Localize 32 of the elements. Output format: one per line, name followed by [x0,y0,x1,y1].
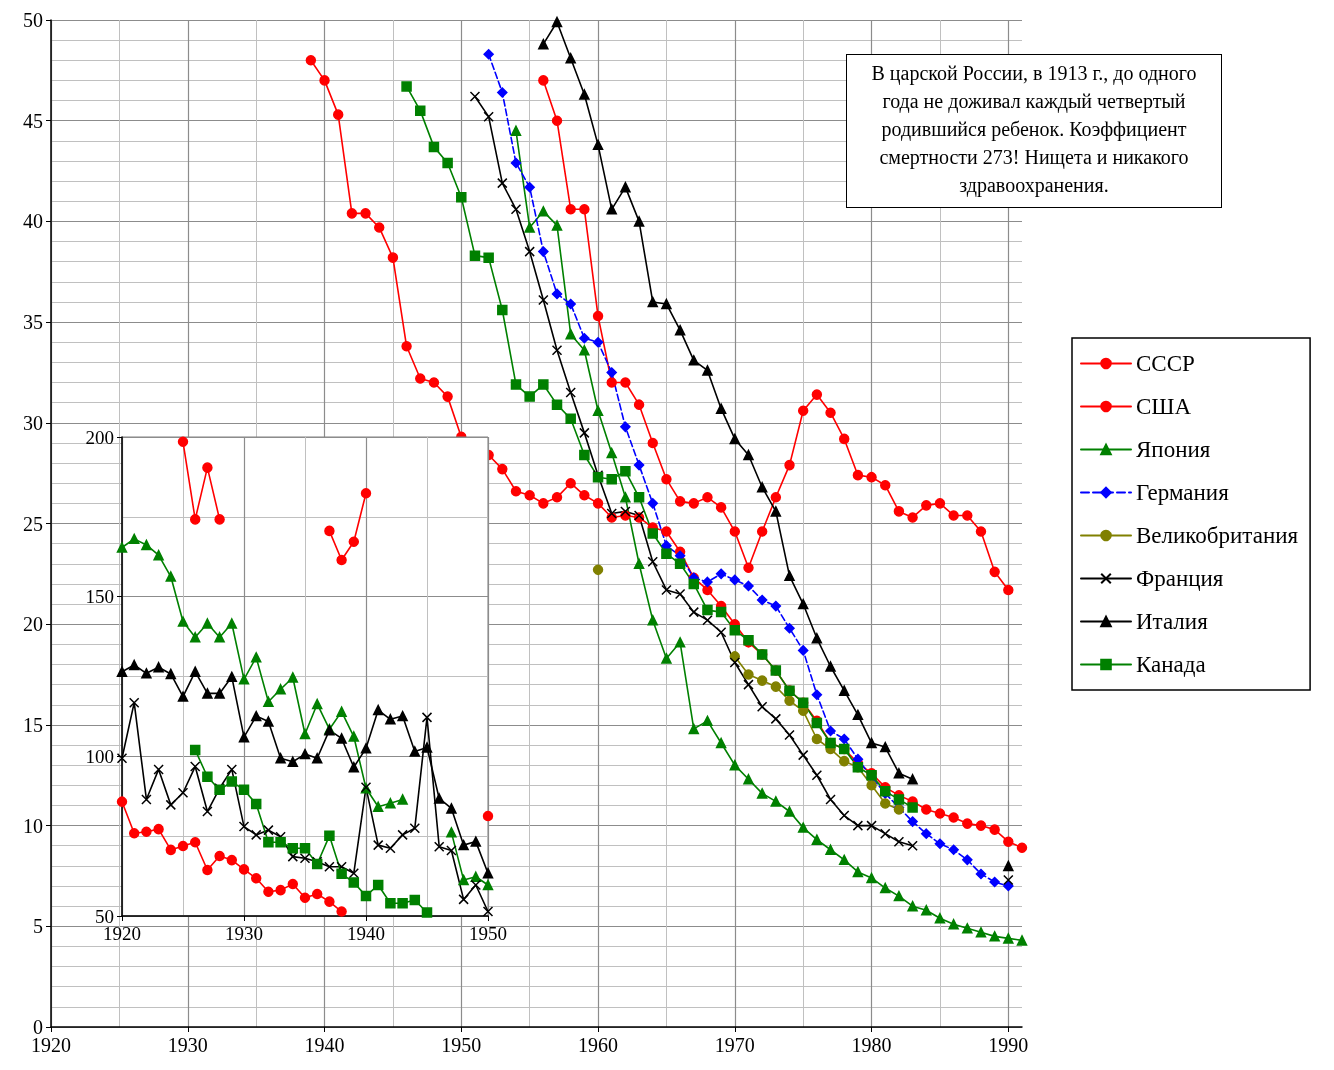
y-tick-label: 100 [85,745,114,767]
legend-label: Великобритания [1136,523,1299,548]
y-tick-label: 200 [85,426,114,448]
y-tick-label: 150 [85,586,114,608]
y-tick-label: 50 [23,9,43,31]
legend-label: Япония [1136,437,1211,462]
y-tick-label: 10 [23,814,43,837]
legend-label: США [1136,394,1192,419]
y-tick-label: 35 [23,311,43,334]
y-tick-label: 30 [23,411,43,434]
y-tick-label: 25 [23,512,43,535]
x-tick-label: 1970 [714,1034,755,1056]
x-tick-label: 1930 [167,1034,208,1056]
legend-label: СССР [1136,351,1195,376]
x-tick-label: 1990 [988,1034,1029,1056]
x-tick-label: 1950 [441,1034,482,1056]
x-tick-label: 1940 [347,923,385,944]
y-tick-label: 40 [23,210,43,233]
x-tick-label: 1960 [578,1034,619,1056]
annotation: В царской России, в 1913 г., до одного года не доживал каждый четвертый родившийся ребенок. Коэффициент смертности 273! Нищета и никакого здравоохранения. [846,54,1222,208]
y-tick-label: 45 [23,109,43,132]
y-tick-label: 20 [23,613,43,636]
legend-label: Италия [1136,609,1209,634]
legend-label: Германия [1136,480,1230,505]
legend-label: Канада [1136,652,1206,677]
legend-label: Франция [1136,566,1224,591]
x-tick-label: 1980 [851,1034,892,1056]
y-tick-label: 15 [23,713,43,736]
x-tick-label: 1940 [304,1034,345,1056]
x-tick-label: 1930 [225,923,263,944]
y-tick-label: 5 [33,915,43,938]
x-tick-label: 1950 [469,923,507,944]
